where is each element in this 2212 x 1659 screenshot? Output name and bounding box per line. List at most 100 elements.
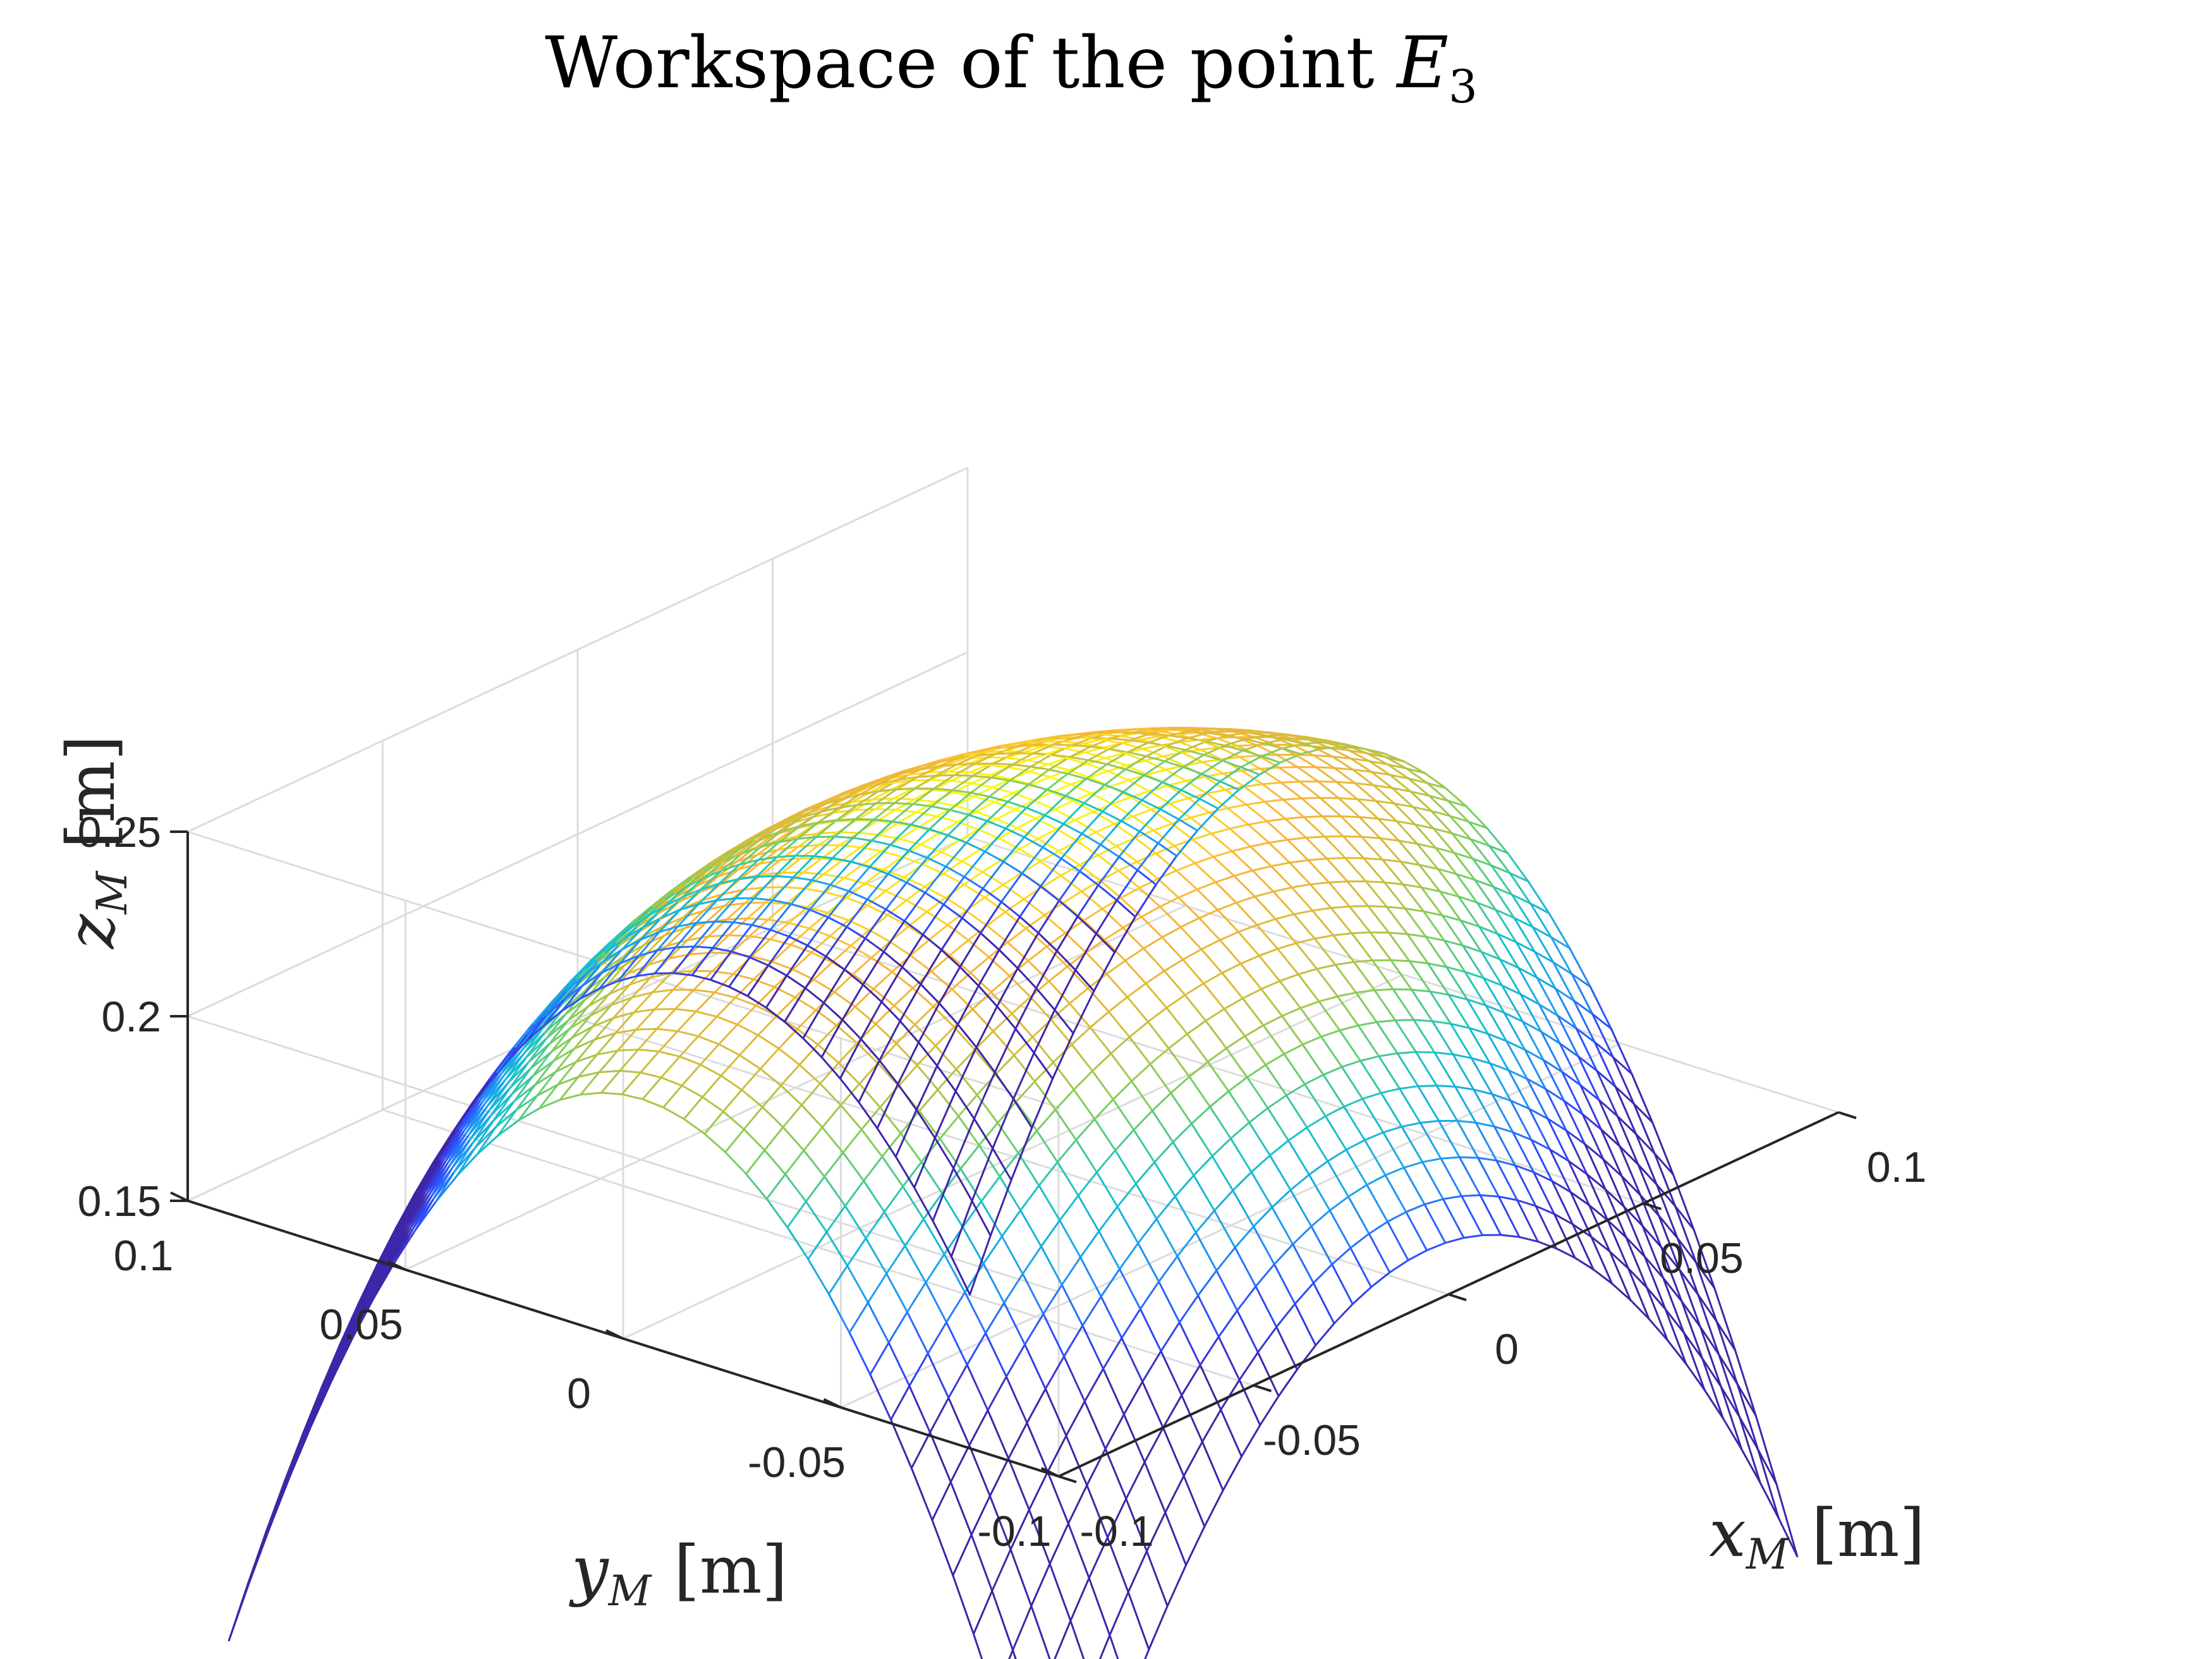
mesh-segment [1081, 832, 1102, 846]
mesh-segment [920, 949, 943, 985]
mesh-segment [934, 1026, 956, 1047]
mesh-segment [718, 1043, 741, 1056]
mesh-segment [1444, 1237, 1465, 1244]
mesh-segment [1201, 1409, 1222, 1443]
mesh-segment [841, 983, 865, 1021]
mesh-segment [902, 1185, 925, 1220]
mesh-segment [1646, 1287, 1668, 1342]
mesh-segment [550, 1028, 571, 1053]
mesh-segment [819, 806, 840, 813]
mesh-segment [302, 1387, 323, 1435]
mesh-segment [619, 1069, 641, 1074]
mesh-segment [1596, 1069, 1619, 1117]
mesh-segment [743, 1106, 763, 1131]
mesh-segment [981, 887, 1002, 903]
mesh-segment [843, 877, 866, 885]
mesh-segment [1375, 799, 1395, 805]
mesh-segment [1027, 959, 1050, 983]
mesh-segment [1408, 960, 1429, 964]
mesh-segment [1347, 1184, 1368, 1198]
mesh-segment [1381, 858, 1402, 863]
mesh-segment [952, 1167, 973, 1202]
mesh-segment [1357, 1021, 1378, 1027]
mesh-segment [1115, 899, 1136, 918]
x-tick-label: -0.1 [1079, 1507, 1153, 1555]
mesh-segment [1093, 731, 1115, 734]
mesh-segment [1025, 788, 1048, 809]
mesh-segment [748, 935, 772, 940]
mesh-segment [774, 854, 797, 877]
mesh-segment [1419, 1122, 1442, 1160]
mesh-segment [1503, 1012, 1524, 1023]
mesh-segment [629, 905, 653, 925]
mesh-segment [1190, 1105, 1212, 1125]
mesh-segment [839, 1078, 860, 1103]
mesh-segment [949, 791, 972, 811]
mesh-segment [1437, 868, 1460, 898]
mesh-segment [1407, 777, 1430, 797]
y-tick-label: 0.05 [319, 1301, 403, 1349]
mesh-segment [947, 909, 968, 926]
mesh-segment [950, 779, 973, 784]
mesh-segment [1416, 842, 1439, 870]
mesh-segment [840, 793, 861, 800]
mesh-segment [1738, 1416, 1761, 1484]
mesh-segment [1217, 909, 1240, 933]
mesh-segment [1465, 805, 1488, 829]
mesh-segment [1277, 942, 1297, 950]
mesh-segment [1262, 1015, 1283, 1026]
mesh-segment [1071, 1043, 1093, 1073]
mesh-segment [962, 751, 985, 757]
mesh-segment [1550, 936, 1573, 975]
mesh-segment [1294, 1282, 1315, 1305]
mesh-segment [1052, 743, 1073, 746]
mesh-segment [769, 938, 792, 946]
mesh-segment [1011, 752, 1034, 766]
mesh-segment [1050, 1018, 1073, 1045]
mesh-segment [1695, 1261, 1718, 1323]
mesh-segment [1641, 1225, 1662, 1248]
mesh-segment [1416, 842, 1437, 849]
mesh-segment [1172, 1141, 1195, 1177]
mesh-segment [1281, 1015, 1304, 1046]
mesh-segment [738, 1034, 759, 1056]
mesh-segment [1277, 947, 1299, 976]
mesh-segment [1146, 1511, 1167, 1552]
mesh-segment [1734, 1349, 1757, 1417]
mesh-segment [1120, 820, 1141, 833]
mesh-segment [1466, 998, 1489, 1035]
mesh-segment [1307, 859, 1330, 884]
mesh-segment [1083, 1400, 1107, 1450]
mesh-segment [1371, 959, 1394, 990]
mesh-segment [1023, 898, 1046, 916]
mesh-segment [1375, 1021, 1399, 1055]
mesh-segment [702, 1074, 722, 1098]
mesh-segment [982, 1263, 1006, 1304]
mesh-segment [667, 953, 691, 960]
mesh-segment [909, 939, 930, 957]
mesh-segment [1005, 1343, 1026, 1378]
mesh-segment [722, 1088, 743, 1113]
mesh-segment [831, 837, 854, 860]
mesh-segment [790, 879, 813, 905]
mesh-segment [916, 1045, 937, 1067]
mesh-segment [1498, 958, 1520, 969]
mesh-segment [1469, 838, 1490, 847]
mesh-segment [826, 791, 847, 801]
mesh-segment [1340, 1066, 1364, 1100]
mesh-segment [953, 774, 974, 777]
mesh-segment [1187, 797, 1210, 814]
mesh-segment [1359, 1055, 1380, 1062]
mesh-segment [1200, 939, 1221, 951]
mesh-segment [813, 820, 837, 825]
mesh-segment [722, 1110, 745, 1131]
mesh-segment [1014, 1028, 1035, 1054]
mesh-segment [834, 836, 854, 839]
mesh-segment [1488, 844, 1509, 854]
mesh-segment [862, 983, 883, 1003]
mesh-segment [1295, 937, 1316, 944]
mesh-segment [899, 1110, 920, 1134]
mesh-segment [894, 1109, 918, 1158]
mesh-segment [1028, 1471, 1049, 1511]
mesh-segment [1132, 808, 1153, 818]
